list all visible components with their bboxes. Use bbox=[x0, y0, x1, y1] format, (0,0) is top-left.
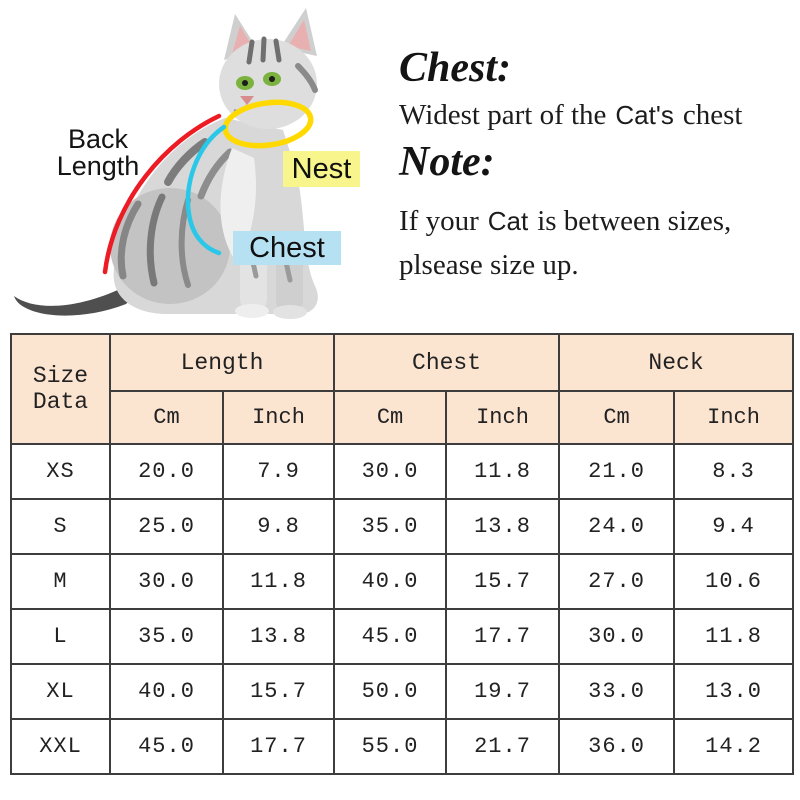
value-cell: 17.7 bbox=[445, 608, 561, 665]
note1-post: is between sizes, bbox=[537, 205, 732, 237]
value-cell: 30.0 bbox=[109, 553, 224, 610]
table-row-l: L 35.0 13.8 45.0 17.7 30.0 11.8 bbox=[10, 608, 795, 665]
unit-header: Inch bbox=[673, 390, 795, 445]
value-cell: 30.0 bbox=[333, 443, 448, 500]
value-cell: 8.3 bbox=[673, 443, 795, 500]
back-length-line bbox=[102, 113, 222, 275]
value-cell: 15.7 bbox=[445, 553, 561, 610]
note-heading: Note: bbox=[399, 139, 495, 185]
value-cell: 33.0 bbox=[558, 663, 676, 720]
value-cell: 13.0 bbox=[673, 663, 795, 720]
value-cell: 45.0 bbox=[333, 608, 448, 665]
cat-nose bbox=[240, 96, 254, 105]
stripe bbox=[246, 36, 282, 65]
note-line-2: plsease size up. bbox=[399, 249, 579, 281]
value-cell: 55.0 bbox=[333, 718, 448, 775]
chest-desc-pre: Widest part of the bbox=[399, 99, 607, 131]
unit-header: Cm bbox=[109, 390, 224, 445]
size-cell: L bbox=[10, 608, 111, 665]
back-length-label: Back Length bbox=[56, 124, 140, 181]
value-cell: 10.6 bbox=[673, 553, 795, 610]
value-cell: 25.0 bbox=[109, 498, 224, 555]
size-cell: XS bbox=[10, 443, 111, 500]
value-cell: 35.0 bbox=[109, 608, 224, 665]
nest-label-text: Nest bbox=[291, 152, 352, 185]
unit-header-row: Cm Inch Cm Inch Cm Inch bbox=[11, 390, 795, 445]
chest-heading: Chest: bbox=[399, 45, 512, 91]
size-cell: S bbox=[10, 498, 111, 555]
group-header-row: Size Data Length Chest Neck bbox=[10, 333, 795, 445]
value-cell: 27.0 bbox=[558, 553, 676, 610]
note1-pre: If your bbox=[399, 205, 479, 237]
chest-label-text: Chest bbox=[249, 231, 325, 264]
cat-pupil bbox=[242, 80, 248, 86]
unit-header: Inch bbox=[445, 390, 561, 445]
cat-pupil bbox=[269, 76, 275, 82]
value-cell: 19.7 bbox=[445, 663, 561, 720]
value-cell: 36.0 bbox=[558, 718, 676, 775]
corner-cell-size-data: Size Data bbox=[10, 333, 111, 445]
value-cell: 9.8 bbox=[221, 498, 336, 555]
size-cell: M bbox=[10, 553, 111, 610]
chest-line bbox=[185, 124, 227, 256]
size-cell: XL bbox=[10, 663, 111, 720]
stripe bbox=[178, 197, 191, 288]
value-cell: 21.0 bbox=[558, 443, 676, 500]
size-cell: XXL bbox=[10, 718, 111, 775]
cat-paw bbox=[235, 304, 269, 318]
table-row-m: M 30.0 11.8 40.0 15.7 27.0 10.6 bbox=[10, 553, 795, 610]
group-header-neck: Neck bbox=[558, 333, 795, 392]
value-cell: 35.0 bbox=[333, 498, 448, 555]
table-row-xl: XL 40.0 15.7 50.0 19.7 33.0 13.0 bbox=[10, 663, 795, 720]
nest-label: Nest bbox=[283, 151, 360, 187]
stripe bbox=[146, 193, 166, 287]
stripe bbox=[164, 138, 209, 186]
value-cell: 40.0 bbox=[109, 663, 224, 720]
chest-desc-animal: Cat's bbox=[615, 100, 674, 130]
value-cell: 21.7 bbox=[445, 718, 561, 775]
cat-tail bbox=[14, 288, 129, 316]
value-cell: 13.8 bbox=[221, 608, 336, 665]
value-cell: 20.0 bbox=[109, 443, 224, 500]
value-cell: 24.0 bbox=[558, 498, 676, 555]
value-cell: 11.8 bbox=[673, 608, 795, 665]
note-line-1: If your Cat is between sizes, bbox=[399, 205, 731, 238]
value-cell: 45.0 bbox=[109, 718, 224, 775]
cat-paw bbox=[273, 305, 307, 319]
cat-haunch bbox=[110, 188, 230, 304]
table-row-s: S 25.0 9.8 35.0 13.8 24.0 9.4 bbox=[10, 498, 795, 555]
note1-animal: Cat bbox=[487, 206, 529, 236]
table-row-xs: XS 20.0 7.9 30.0 11.8 21.0 8.3 bbox=[10, 443, 795, 500]
value-cell: 7.9 bbox=[221, 443, 336, 500]
table-row-xxl: XXL 45.0 17.7 55.0 21.7 36.0 14.2 bbox=[10, 718, 795, 775]
stripe bbox=[117, 200, 142, 280]
value-cell: 50.0 bbox=[333, 663, 448, 720]
value-cell: 14.2 bbox=[673, 718, 795, 775]
chest-description: Widest part of the Cat's chest bbox=[399, 99, 742, 132]
value-cell: 40.0 bbox=[333, 553, 448, 610]
value-cell: 30.0 bbox=[558, 608, 676, 665]
size-table: Size Data Length Chest Neck Cm Inch Cm I… bbox=[10, 333, 795, 775]
value-cell: 9.4 bbox=[673, 498, 795, 555]
value-cell: 15.7 bbox=[221, 663, 336, 720]
stripe bbox=[197, 148, 234, 200]
unit-header: Cm bbox=[333, 390, 448, 445]
neck-ring bbox=[222, 99, 314, 149]
group-header-length: Length bbox=[108, 333, 336, 392]
chest-label: Chest bbox=[233, 231, 341, 265]
cat-inner-ear bbox=[288, 20, 311, 51]
unit-header: Inch bbox=[221, 390, 336, 445]
value-cell: 13.8 bbox=[445, 498, 561, 555]
group-header-chest: Chest bbox=[333, 333, 561, 392]
stripe bbox=[295, 63, 318, 93]
value-cell: 11.8 bbox=[445, 443, 561, 500]
chest-desc-post: chest bbox=[682, 99, 743, 131]
unit-header: Cm bbox=[558, 390, 676, 445]
value-cell: 17.7 bbox=[221, 718, 336, 775]
value-cell: 11.8 bbox=[221, 553, 336, 610]
